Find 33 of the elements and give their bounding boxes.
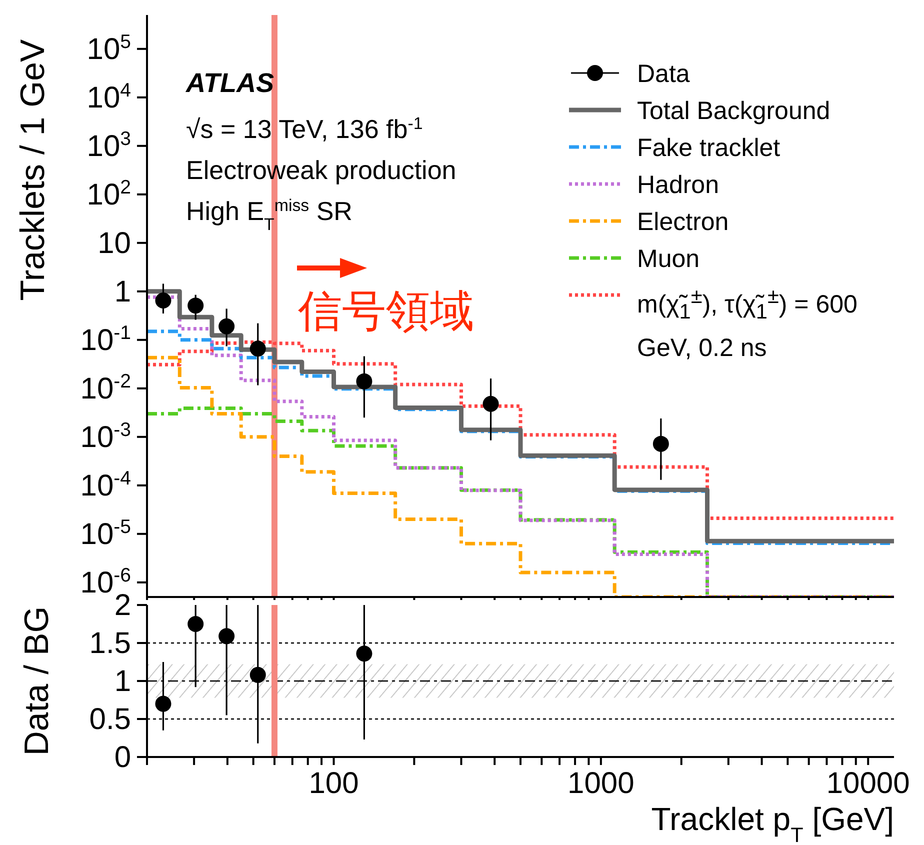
x-axis-title: Tracklet p$_{T}$ [GeV]: [651, 801, 894, 845]
y-tick-label: 10$^{2}$: [86, 176, 131, 212]
legend-label: Hadron: [637, 170, 720, 201]
y-tick-label: 10$^{-4}$: [80, 467, 132, 502]
y-tick-label: 10$^{4}$: [86, 79, 132, 114]
annotation: Electroweak production: [186, 155, 456, 185]
y-tick-label: 10$^{-1}$: [80, 322, 131, 357]
legend-label: Data: [637, 59, 691, 90]
annotation: 信号領域: [298, 287, 474, 336]
y-tick-label: 10$^{-5}$: [80, 516, 132, 551]
annotation: High E$_{T}$$^{miss}$ SR: [186, 196, 352, 234]
x-tick-label: 10000: [826, 767, 910, 800]
y-tick-label: 1: [114, 275, 131, 308]
annotation: √s = 13 TeV, 136 fb$^{-1}$: [186, 114, 423, 144]
y-tick-label: 10$^{-3}$: [80, 418, 131, 454]
y-axis-title: Tracklets / 1 GeV: [14, 38, 52, 301]
legend-label: Fake tracklet: [637, 133, 782, 164]
legend-label: Total Background: [637, 96, 832, 127]
y-axis-title: Data / BG: [18, 606, 56, 756]
legend-label: Electron: [637, 207, 730, 238]
y-tick-label: 0.5: [89, 703, 131, 736]
y-tick-label: 0: [114, 741, 131, 774]
y-tick-label: 1: [114, 665, 131, 698]
y-tick-label: 10: [98, 226, 131, 260]
x-tick-label: 1000: [568, 767, 634, 800]
annotation: ATLAS: [185, 68, 274, 98]
y-tick-label: 1.5: [89, 627, 131, 660]
legend-label: Muon: [637, 244, 701, 275]
y-tick-label: 10$^{-2}$: [80, 370, 131, 406]
y-tick-label: 10$^{5}$: [86, 30, 132, 66]
legend-label: m(χ̃$_{1}$$^{±}$), τ(χ̃$_{1}$$^{±}$) = 600 GeV, 0.2 ns: [637, 284, 858, 364]
y-tick-label: 10$^{3}$: [86, 128, 131, 163]
x-tick-label: 100: [308, 767, 359, 800]
